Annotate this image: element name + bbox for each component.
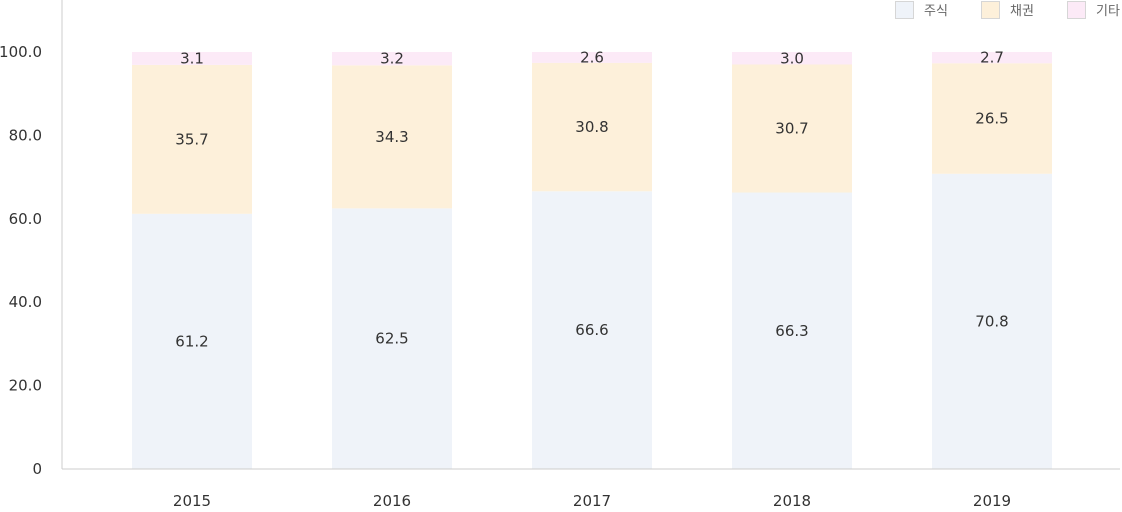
x-tick-label: 2015 [173,492,211,510]
y-tick-label: 60.0 [9,210,42,228]
legend-label: 기타 [1096,4,1120,19]
bar-segment [332,65,452,209]
bars: 61.2 35.7 3.1 62.5 34.3 3.2 66.6 30.8 2.6 66.3 30.… [132,48,1052,470]
y-tick-label: 100.0 [0,43,42,61]
data-label: 61.2 [175,332,208,350]
legend: 주식 채권 기타 [895,1,1120,19]
data-label: 66.6 [575,321,608,339]
data-label: 35.7 [175,130,208,148]
y-tick-label: 80.0 [9,126,42,144]
bar-segment [932,173,1052,469]
bar-segment [532,191,652,469]
bar-segment [532,52,652,63]
bar-segment [732,192,852,470]
legend-label: 채권 [1010,4,1034,19]
y-tick-label: 20.0 [9,377,42,395]
bar-segment [732,64,852,193]
x-axis: 2015 2016 2017 2018 2019 [62,468,1120,510]
data-label: 34.3 [375,128,408,146]
bar-segment [132,52,252,65]
data-label: 30.8 [575,118,608,136]
data-label: 3.0 [780,49,804,67]
data-label: 3.2 [380,50,404,68]
data-label: 2.6 [580,48,604,66]
data-label: 26.5 [975,110,1008,128]
legend-label: 주식 [924,4,948,19]
data-label: 62.5 [375,330,408,348]
y-tick-label: 0 [32,460,42,478]
data-label: 66.3 [775,322,808,340]
bar-segment [932,52,1052,64]
bar-segment [332,208,452,469]
x-tick-label: 2018 [773,492,811,510]
x-tick-label: 2016 [373,492,411,510]
data-label: 30.7 [775,120,808,138]
bar-segment [732,52,852,65]
bar-segment [332,52,452,66]
data-label: 3.1 [180,49,204,67]
legend-swatch [981,1,1000,19]
x-tick-label: 2017 [573,492,611,510]
bar-segment [932,63,1052,174]
bar-segment [532,62,652,192]
y-axis: 0 20.0 40.0 60.0 80.0 100.0 [0,0,63,478]
legend-swatch [1067,1,1086,19]
legend-swatch [895,1,914,19]
x-tick-label: 2019 [973,492,1011,510]
bar-segment [132,64,252,214]
data-label: 2.7 [980,49,1004,67]
bar-segment [132,213,252,469]
data-label: 70.8 [975,312,1008,330]
y-tick-label: 40.0 [9,293,42,311]
